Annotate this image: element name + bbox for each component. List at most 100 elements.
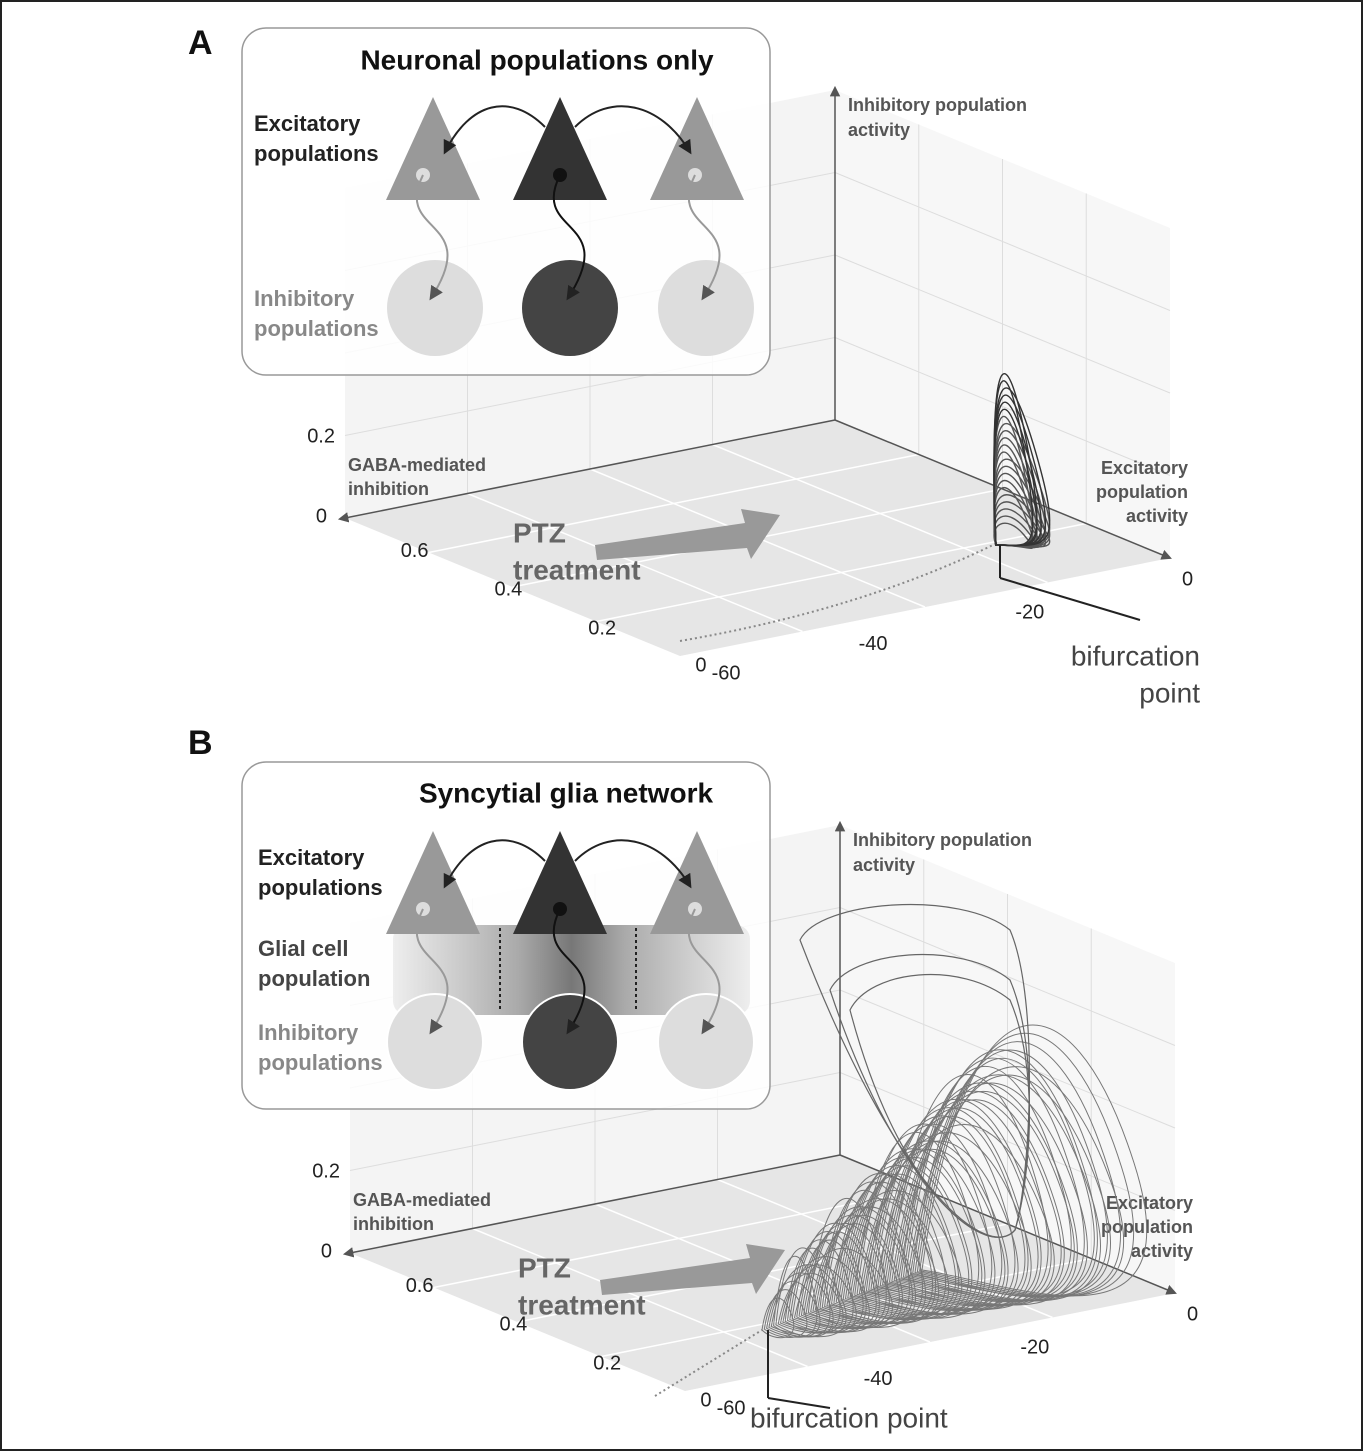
inhibitory-label: Inhibitory [254, 286, 355, 311]
z-axis-label: activity [848, 120, 910, 140]
ptz-arrow [600, 1244, 785, 1295]
limit-cycle [856, 1123, 993, 1315]
x-tick-label: -40 [859, 633, 888, 655]
limit-cycle [784, 1247, 841, 1333]
ptz-label: PTZ [513, 517, 566, 548]
limit-cycle [916, 1041, 1122, 1297]
excitatory-population [650, 831, 744, 934]
trajectory [679, 373, 1051, 642]
inset-schematic [386, 97, 754, 356]
y-tick-label: 0 [700, 1390, 711, 1412]
excitatory-label: populations [254, 141, 379, 166]
connection [443, 839, 546, 889]
limit-cycle [900, 1066, 1072, 1302]
inhibitory-label: Inhibitory [258, 1020, 359, 1045]
y-axis [337, 419, 836, 523]
bifurcation-marker [767, 1397, 831, 1409]
z-axis-label: activity [853, 855, 915, 875]
limit-cycle [870, 1107, 1029, 1311]
y-axis-label: inhibition [353, 1214, 434, 1234]
ptz-label: PTZ [518, 1252, 571, 1283]
z-tick-label: 0.2 [312, 1160, 340, 1182]
connection [574, 105, 692, 155]
excitatory-population [513, 97, 607, 200]
trajectory [654, 903, 1148, 1397]
limit-cycle [842, 1173, 957, 1316]
grid-line [596, 522, 1087, 623]
connection [443, 105, 546, 155]
limit-cycle [824, 1173, 936, 1324]
excitatory-population [650, 97, 744, 200]
x-tick-label: -60 [717, 1397, 746, 1419]
y-axis-label: GABA-mediated [348, 455, 486, 475]
limit-cycle [831, 1181, 933, 1320]
inset-title: Neuronal populations only [360, 44, 714, 75]
panel-label: A [188, 24, 213, 62]
limit-cycle [902, 1057, 1085, 1302]
grid-line [712, 443, 1048, 584]
inhibitory-population [657, 993, 755, 1091]
connection [415, 908, 449, 1035]
limit-cycle [854, 1131, 979, 1315]
limit-cycle [849, 974, 1030, 1238]
bifurcation-label: point [1139, 677, 1200, 708]
z-tick-label: 0 [321, 1240, 332, 1262]
x-axis-label: Excitatory [1106, 1193, 1193, 1213]
limit-cycle [912, 1057, 1095, 1298]
grid-line [601, 1257, 1092, 1358]
limit-cycle [888, 1074, 1049, 1306]
x-axis-label: activity [1131, 1241, 1193, 1261]
excitatory-population [386, 97, 480, 200]
x-axis-label: population [1096, 482, 1188, 502]
bifurcation-label: bifurcation point [750, 1402, 948, 1433]
y-tick-label: 0.4 [499, 1314, 527, 1336]
bifurcation-path [679, 543, 996, 642]
z-axis-label: Inhibitory population [853, 830, 1032, 850]
ptz-label: treatment [518, 1289, 646, 1320]
limit-cycle [840, 1148, 986, 1319]
inset-box [241, 27, 771, 376]
glia-label: Glial cell [258, 936, 349, 961]
inhibitory-population [521, 993, 619, 1091]
x-tick-label: -20 [1015, 602, 1044, 624]
limit-cycle [858, 1148, 1006, 1312]
x-axis-label: activity [1126, 506, 1188, 526]
x-axis [834, 419, 1172, 560]
ptz-label: treatment [513, 554, 641, 585]
limit-cycle [833, 1173, 947, 1320]
y-tick-label: 0 [695, 655, 706, 677]
excitatory-population [513, 831, 607, 934]
inhibitory-population [658, 260, 754, 356]
limit-cycle [796, 1239, 864, 1329]
inset-title: Syncytial glia network [419, 777, 714, 808]
excitatory-population [386, 831, 480, 934]
y-tick-label: 0.6 [401, 540, 429, 562]
x-tick-label: -20 [1020, 1337, 1049, 1359]
ptz-arrow [595, 509, 780, 560]
limit-cycle [919, 1032, 1135, 1297]
inhibitory-label: populations [258, 1050, 383, 1075]
x-axis-label: Excitatory [1101, 458, 1188, 478]
limit-cycle [821, 1181, 923, 1324]
y-axis [342, 1154, 841, 1258]
limit-cycle [773, 1255, 818, 1337]
y-tick-label: 0.2 [593, 1352, 621, 1374]
grid-line [834, 254, 1171, 394]
z-tick-label: 0 [316, 505, 327, 527]
grid-line [717, 1178, 1053, 1319]
y-tick-label: 0.4 [494, 579, 522, 601]
limit-cycle [882, 1099, 1052, 1306]
y-axis-label: inhibition [348, 479, 429, 499]
inhibitory-label: populations [254, 316, 379, 341]
inhibitory-population [386, 993, 484, 1091]
limit-cycle [993, 423, 1051, 547]
bifurcation-path [654, 1329, 763, 1397]
glia-label: population [258, 966, 370, 991]
y-tick-label: 0.6 [406, 1275, 434, 1297]
z-axis-label: Inhibitory population [848, 95, 1027, 115]
x-tick-label: -40 [864, 1368, 893, 1390]
connection [552, 908, 586, 1035]
connection [552, 174, 586, 301]
excitatory-label: Excitatory [254, 111, 361, 136]
